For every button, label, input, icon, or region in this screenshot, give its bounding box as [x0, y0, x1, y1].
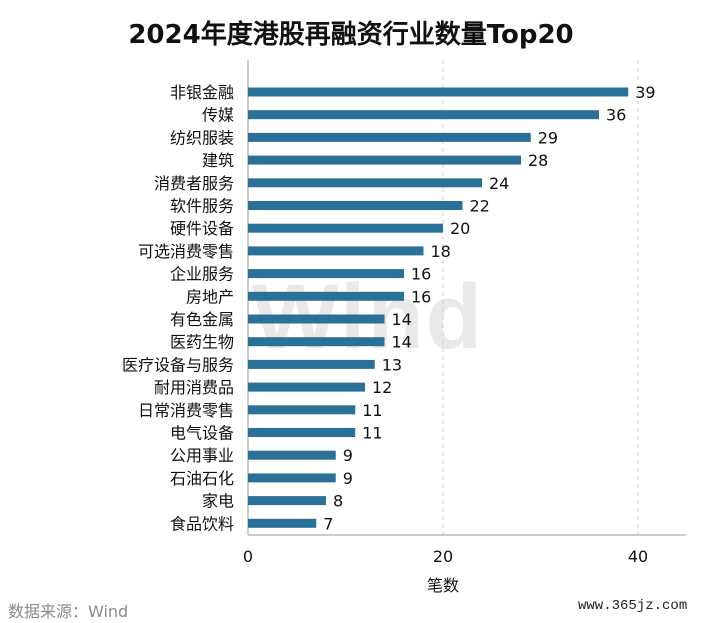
value-label: 16	[411, 265, 431, 284]
category-label: 医药生物	[170, 333, 234, 352]
value-label: 16	[411, 287, 431, 306]
bar	[248, 110, 599, 120]
category-label: 纺织服装	[170, 128, 234, 147]
bar	[248, 473, 336, 483]
bar	[248, 291, 404, 301]
category-label: 消费者服务	[154, 174, 234, 193]
value-label: 20	[450, 219, 470, 238]
bar	[248, 314, 385, 324]
bar	[248, 178, 482, 188]
category-label: 有色金属	[170, 310, 234, 329]
x-tick-label: 20	[433, 547, 453, 566]
bar	[248, 246, 424, 256]
value-label: 13	[382, 355, 402, 374]
category-label: 公用事业	[170, 446, 234, 465]
category-label: 非银金融	[170, 83, 234, 102]
bar	[248, 87, 629, 97]
x-axis-label: 笔数	[426, 576, 459, 595]
bar	[248, 223, 443, 233]
category-label: 家电	[202, 492, 234, 511]
category-label: 医疗设备与服务	[122, 355, 234, 374]
bar	[248, 337, 385, 347]
bar	[248, 382, 365, 392]
bar	[248, 405, 356, 415]
category-label: 电气设备	[170, 424, 234, 443]
bar	[248, 269, 404, 279]
category-label: 传媒	[202, 106, 234, 125]
bar	[248, 518, 317, 528]
value-label: 39	[635, 83, 655, 102]
value-label: 9	[343, 446, 353, 465]
value-label: 28	[528, 151, 548, 170]
value-label: 7	[323, 514, 333, 533]
value-label: 9	[343, 469, 353, 488]
value-label: 29	[538, 128, 558, 147]
category-label: 石油石化	[170, 469, 234, 488]
bar	[248, 428, 356, 437]
value-label: 24	[489, 174, 509, 193]
value-label: 18	[431, 242, 451, 261]
chart-title: 2024年度港股再融资行业数量Top20	[128, 20, 574, 50]
bar	[248, 450, 336, 460]
category-label: 耐用消费品	[154, 378, 234, 397]
category-label: 可选消费零售	[138, 242, 234, 261]
value-label: 11	[362, 401, 382, 420]
source-note: 数据来源：Wind	[8, 602, 129, 621]
value-label: 11	[362, 424, 382, 443]
bar	[248, 201, 463, 210]
bar	[248, 155, 521, 165]
value-label: 36	[606, 106, 626, 125]
value-label: 14	[392, 333, 412, 352]
category-label: 硬件设备	[170, 219, 234, 238]
bar	[248, 496, 326, 506]
bar	[248, 359, 375, 369]
site-url: www.365jz.com	[578, 598, 688, 614]
category-label: 房地产	[186, 287, 234, 306]
category-label: 食品饮料	[170, 514, 234, 533]
value-label: 14	[392, 310, 412, 329]
category-label: 日常消费零售	[138, 401, 234, 420]
value-label: 22	[470, 197, 490, 216]
category-label: 企业服务	[170, 265, 234, 284]
category-label: 软件服务	[170, 197, 234, 216]
category-label: 建筑	[202, 151, 234, 170]
value-label: 12	[372, 378, 392, 397]
bar	[248, 132, 531, 142]
value-label: 8	[333, 492, 343, 511]
x-tick-label: 40	[628, 547, 648, 566]
x-tick-label: 0	[243, 547, 253, 566]
